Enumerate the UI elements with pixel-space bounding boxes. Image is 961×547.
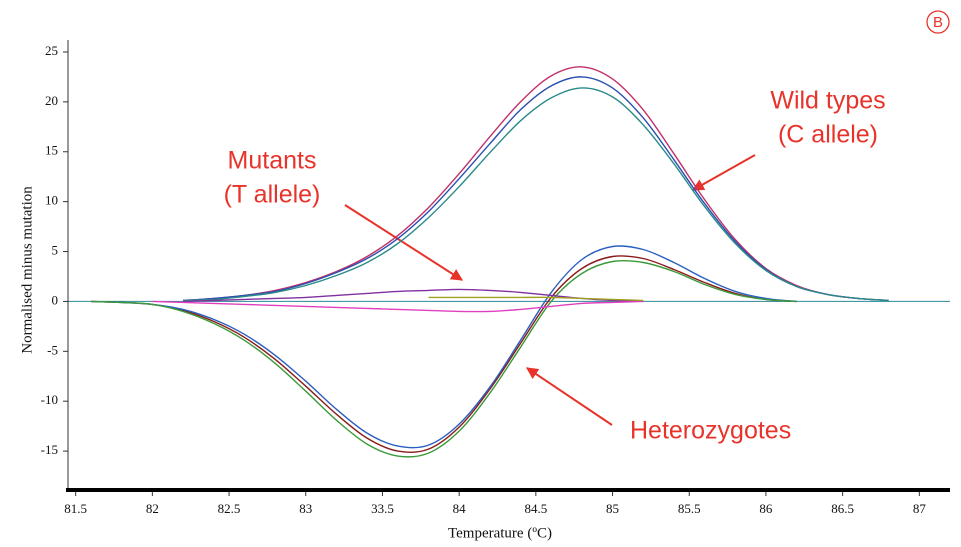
series-line [182, 76, 889, 302]
arrow [691, 154, 756, 191]
series-line [152, 300, 644, 313]
x-tick-label: 33.5 [371, 501, 394, 516]
annotation: (T allele) [224, 181, 321, 209]
y-tick-label: -15 [41, 442, 58, 457]
panel-label: B [933, 14, 943, 31]
series-line [182, 288, 644, 303]
annotation-arrows [344, 154, 756, 426]
x-axis-label: Temperature (ºC) [448, 525, 552, 541]
arrow [344, 204, 464, 281]
x-tick-label: 83 [299, 501, 312, 516]
x-tick-label: 84 [453, 501, 467, 516]
y-tick-label: 20 [45, 93, 58, 108]
x-tick-label: 86 [759, 501, 773, 516]
series-line [182, 66, 889, 302]
x-tick-label: 82.5 [218, 501, 241, 516]
annotation: (C allele) [778, 121, 878, 149]
series-line [182, 87, 889, 302]
y-tick-label: 25 [45, 43, 58, 58]
annotation: Heterozygotes [630, 417, 791, 445]
panel-circle [926, 10, 950, 34]
x-tick-label: 81.5 [64, 501, 87, 516]
x-tick-label: 85 [606, 501, 619, 516]
x-tick-label: 85.5 [678, 501, 701, 516]
series-line [90, 255, 797, 454]
y-tick-label: 5 [52, 243, 59, 258]
series-line [90, 259, 797, 458]
x-tick-label: 84.5 [524, 501, 547, 516]
y-tick-label: 10 [45, 193, 58, 208]
y-tick-label: 15 [45, 143, 58, 158]
annotation: Mutants [228, 147, 317, 175]
x-tick-label: 87 [913, 501, 927, 516]
y-tick-label: -10 [41, 392, 58, 407]
y-tick-label: -5 [47, 342, 58, 357]
x-tick-label: 86.5 [831, 501, 854, 516]
series-line [90, 245, 797, 449]
y-axis-label: Normalised minus mutation [19, 186, 35, 354]
series-line [428, 296, 644, 302]
annotation: Wild types [770, 87, 885, 115]
x-tick-label: 82 [146, 501, 159, 516]
arrow [526, 367, 613, 426]
y-tick-label: 0 [52, 292, 59, 307]
